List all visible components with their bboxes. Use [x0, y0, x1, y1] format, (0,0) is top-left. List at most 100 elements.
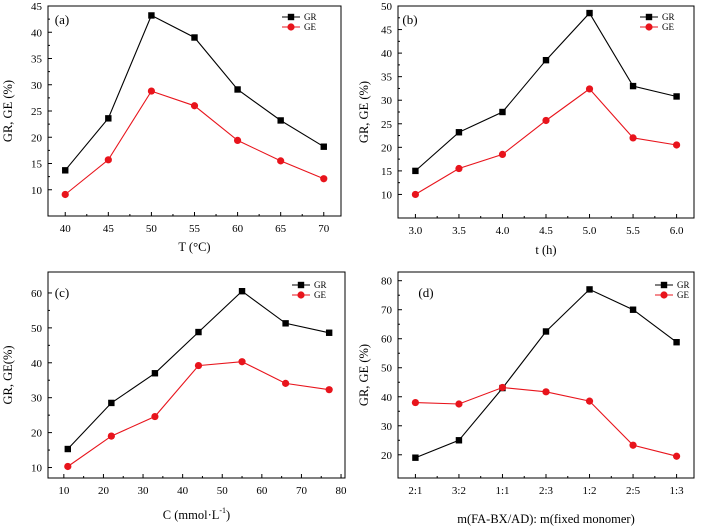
- legend-label-gr: GR: [677, 280, 690, 290]
- legend-label-ge: GE: [677, 290, 689, 300]
- data-point-gr: [282, 320, 289, 327]
- legend-marker-gr: [297, 281, 305, 289]
- x-tick-label: 65: [275, 223, 287, 235]
- data-point-ge: [107, 432, 115, 440]
- x-tick-label: 20: [98, 485, 110, 497]
- data-point-gr: [412, 167, 419, 175]
- data-point-ge: [542, 388, 550, 396]
- panel-d: 2:1 3:2 1:1 2:3 1:2 2:5 1:3 20 30 40 50 60 70 80 m(FA-…: [357, 271, 695, 526]
- x-tick-label: 50: [146, 223, 158, 235]
- data-point-gr: [238, 288, 246, 295]
- y-tick-label: 20: [31, 428, 43, 440]
- data-point-ge: [64, 462, 72, 471]
- x-tick-label: 60: [256, 485, 268, 497]
- y-tick-label: 40: [381, 48, 393, 60]
- data-point-gr: [499, 108, 506, 116]
- x-tick-label: 4.0: [496, 225, 510, 237]
- y-tick-label: 30: [381, 95, 393, 107]
- x-axis-title: T (°C): [178, 240, 210, 254]
- data-point-ge: [282, 379, 290, 387]
- x-tick-label: 30: [138, 485, 150, 497]
- data-point-gr: [455, 129, 463, 136]
- panel-a: 40 45 50 55 60 65 70 10 15 20 25 30 35 40 45 T (°C) GR, …: [1, 1, 342, 254]
- legend-label-ge: GE: [314, 290, 326, 300]
- data-point-gr: [455, 437, 463, 444]
- y-tick-label: 10: [381, 189, 393, 201]
- x-tick-label: 10: [58, 485, 70, 497]
- data-point-ge: [672, 141, 681, 149]
- panel-label: (d): [418, 285, 433, 300]
- legend-marker-gr: [645, 13, 653, 21]
- data-point-ge: [542, 116, 550, 125]
- x-tick-label: 1:2: [582, 485, 596, 497]
- data-point-ge: [190, 102, 199, 110]
- data-point-ge: [498, 383, 507, 392]
- x-axis-title: m(FA-BX/AD): m(fixed monomer): [457, 512, 635, 526]
- x-tick-label: 60: [232, 223, 244, 235]
- y-axis-title: GR, GE(%): [1, 345, 15, 404]
- series-line-gr: [67, 290, 330, 450]
- y-tick-label: 20: [31, 132, 43, 144]
- y-tick-label: 50: [381, 363, 393, 375]
- data-point-ge: [672, 452, 681, 460]
- legend-label-gr: GR: [304, 12, 317, 22]
- x-tick-label: 6.0: [670, 225, 684, 237]
- y-tick-label: 80: [381, 276, 393, 288]
- series-line-ge: [415, 88, 677, 195]
- data-point-gr: [542, 56, 550, 64]
- y-tick-label: 70: [381, 305, 393, 317]
- x-tick-label: 3.0: [409, 225, 423, 237]
- data-point-gr: [277, 117, 284, 124]
- x-axis-title: t (h): [535, 243, 556, 257]
- y-axis-title: GR, GE (%): [357, 344, 371, 406]
- y-tick-label: 60: [381, 334, 393, 346]
- data-point-ge: [455, 400, 463, 408]
- data-point-ge: [455, 164, 463, 173]
- x-tick-label: 50: [217, 485, 229, 497]
- y-tick-label: 50: [381, 1, 393, 13]
- data-point-gr: [191, 34, 198, 41]
- data-point-ge: [411, 190, 420, 199]
- legend-marker-gr: [287, 13, 295, 21]
- data-point-ge: [238, 358, 246, 366]
- legend-label-gr: GR: [662, 12, 675, 22]
- series-line-gr: [415, 288, 677, 459]
- panel-label: (c): [55, 285, 69, 300]
- data-point-gr: [586, 9, 593, 17]
- y-tick-label: 45: [31, 1, 43, 13]
- x-tick-label: 5.0: [583, 225, 597, 237]
- x-tick-label: 2:3: [539, 485, 554, 497]
- legend-label-ge: GE: [304, 22, 316, 32]
- legend-marker-ge: [660, 291, 668, 299]
- panel-label: (b): [402, 12, 417, 27]
- y-tick-label: 40: [31, 358, 43, 370]
- x-tick-label: 70: [318, 223, 330, 235]
- y-tick-label: 15: [381, 166, 393, 178]
- y-tick-label: 60: [31, 288, 43, 300]
- data-point-gr: [325, 329, 333, 336]
- data-point-gr: [108, 399, 115, 407]
- x-tick-label: 1:1: [495, 485, 509, 497]
- x-tick-label: 45: [103, 223, 115, 235]
- y-tick-label: 35: [31, 54, 43, 66]
- data-point-gr: [234, 86, 241, 93]
- data-point-ge: [233, 136, 242, 144]
- x-tick-label: 4.5: [539, 225, 553, 237]
- data-point-ge: [151, 412, 159, 421]
- x-tick-label: 5.5: [626, 225, 640, 237]
- y-tick-label: 45: [381, 25, 393, 37]
- y-tick-label: 20: [381, 142, 393, 154]
- panel-c: 10 20 30 40 50 60 70 80 10 20 30 40 50 60 C (mmol·L-1)…: [1, 271, 348, 522]
- data-point-gr: [412, 454, 419, 461]
- y-tick-label: 50: [31, 323, 43, 335]
- data-point-ge: [629, 134, 637, 142]
- series-line-ge: [67, 361, 330, 467]
- data-point-ge: [629, 441, 637, 449]
- series-line-ge: [415, 386, 677, 457]
- x-tick-label: 80: [336, 485, 348, 497]
- data-point-gr: [151, 370, 159, 377]
- x-tick-label: 70: [296, 485, 308, 497]
- legend-marker-gr: [660, 281, 668, 289]
- data-point-ge: [277, 157, 285, 165]
